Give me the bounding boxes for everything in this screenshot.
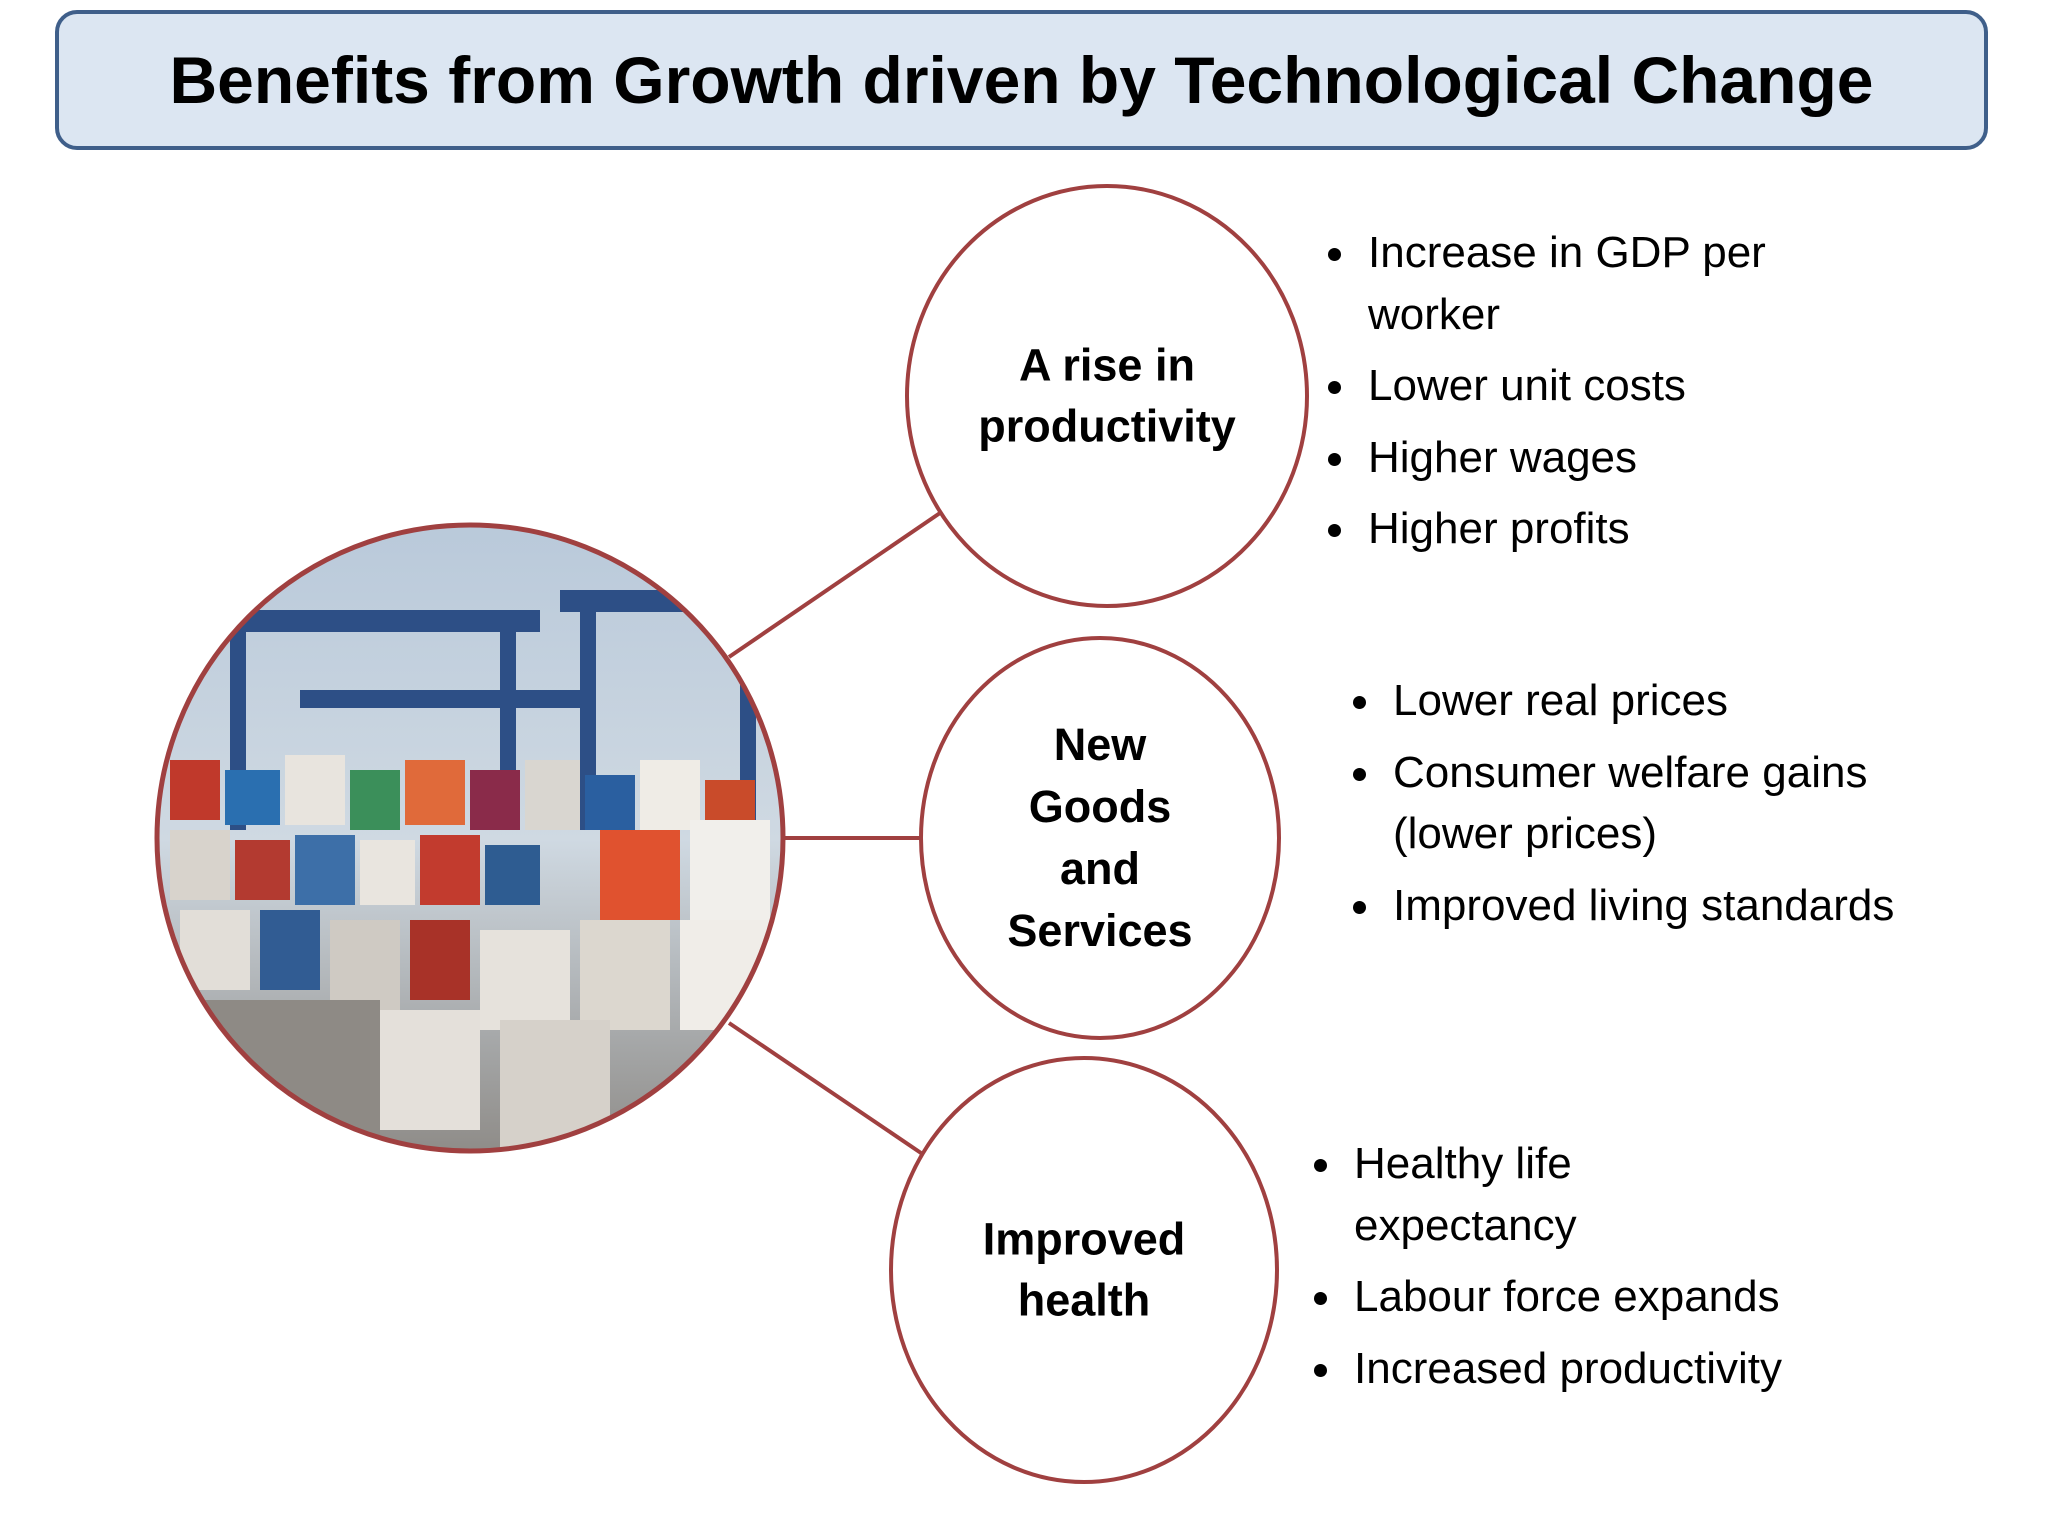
node-circle — [919, 636, 1281, 1040]
bullet-list: Healthy life expectancy Labour force exp… — [1308, 1133, 1914, 1409]
bullet: Healthy life expectancy — [1314, 1133, 1714, 1256]
bullet: Increased productivity — [1314, 1338, 1914, 1400]
photo-border — [154, 522, 786, 1154]
connectors — [727, 511, 942, 1155]
title-banner: Benefits from Growth driven by Technolog… — [55, 10, 1988, 150]
bullet: Higher profits — [1328, 498, 1868, 560]
title: Benefits from Growth driven by Technolog… — [169, 43, 1874, 117]
bullet: Improved living standards — [1353, 875, 1913, 937]
node-label: Improved health — [982, 1213, 1186, 1325]
bullet: Increase in GDP per worker — [1328, 222, 1868, 345]
bullet-list: Increase in GDP per worker Lower unit co… — [1322, 222, 1868, 570]
connector — [727, 1021, 923, 1155]
bullet-list: Lower real prices Consumer welfare gains… — [1347, 670, 1913, 946]
bullet: Higher wages — [1328, 427, 1868, 489]
bullet: Lower unit costs — [1328, 355, 1868, 417]
node-label: A rise in productivity — [978, 339, 1236, 451]
bullet: Consumer welfare gains (lower prices) — [1353, 742, 1913, 865]
bullet: Labour force expands — [1314, 1266, 1914, 1328]
node-label: New Goods and Services — [1007, 718, 1193, 957]
bullet: Lower real prices — [1353, 670, 1913, 732]
node-circle — [905, 184, 1309, 608]
node-circle — [889, 1056, 1279, 1484]
connector — [727, 511, 942, 659]
